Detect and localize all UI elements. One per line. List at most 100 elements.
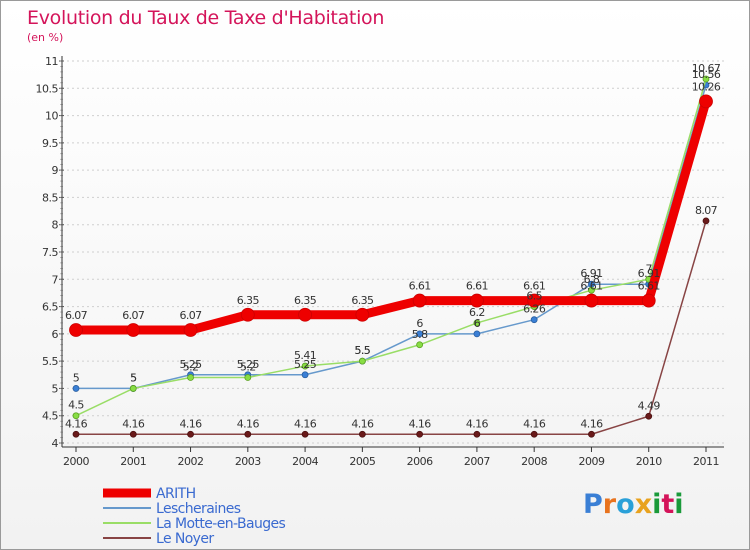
y-tick-label: 5.5 bbox=[42, 355, 58, 368]
data-label-0: 6.35 bbox=[294, 294, 317, 307]
data-point-0 bbox=[355, 307, 370, 322]
data-label-1: 5.5 bbox=[355, 344, 371, 357]
data-label-3: 4.16 bbox=[580, 417, 603, 430]
x-tick-label: 2005 bbox=[349, 455, 375, 468]
y-tick-label: 8 bbox=[52, 219, 59, 232]
data-point-0 bbox=[183, 323, 198, 337]
legend-label-1: Lescheraines bbox=[156, 501, 241, 517]
series-line-3 bbox=[75, 220, 707, 436]
data-label-1: 6.26 bbox=[523, 303, 546, 316]
data-label-0: 6.07 bbox=[179, 309, 202, 322]
data-label-2: 5 bbox=[130, 371, 137, 384]
data-label-1: 5.25 bbox=[237, 358, 260, 371]
data-label-2: 7 bbox=[646, 262, 653, 275]
data-point-0 bbox=[69, 323, 83, 337]
y-tick-label: 5 bbox=[52, 382, 59, 395]
data-point-0 bbox=[298, 307, 312, 322]
data-point-2 bbox=[358, 357, 366, 365]
data-label-2: 10.67 bbox=[692, 62, 721, 75]
brand-logo-letter: i bbox=[674, 489, 684, 520]
data-point-0 bbox=[584, 293, 599, 308]
brand-logo-letter: x bbox=[634, 489, 653, 520]
data-point-2 bbox=[473, 319, 481, 327]
x-tick-label: 2000 bbox=[63, 455, 89, 468]
y-tick-label: 11 bbox=[45, 55, 58, 68]
data-point-0 bbox=[527, 293, 542, 308]
data-label-3: 4.16 bbox=[523, 417, 546, 430]
data-point-2 bbox=[301, 362, 309, 370]
x-tick-label: 2001 bbox=[120, 455, 146, 468]
data-label-3: 4.16 bbox=[294, 417, 317, 430]
legend-label-2: La Motte-en-Bauges bbox=[156, 516, 286, 532]
data-label-0: 6.35 bbox=[237, 294, 260, 307]
data-label-3: 4.16 bbox=[65, 417, 88, 430]
x-tick-label: 2010 bbox=[636, 455, 662, 468]
data-label-2: 5.41 bbox=[294, 349, 316, 362]
data-point-3 bbox=[473, 430, 481, 438]
data-point-1 bbox=[530, 316, 538, 324]
data-point-3 bbox=[301, 430, 309, 438]
data-point-3 bbox=[530, 430, 538, 438]
data-point-2 bbox=[187, 374, 194, 381]
data-label-0: 6.35 bbox=[351, 294, 374, 307]
grid-layer bbox=[62, 60, 724, 444]
data-label-1: 5 bbox=[130, 371, 137, 384]
y-tick-label: 7 bbox=[52, 273, 59, 286]
y-tick-label: 9 bbox=[52, 164, 59, 177]
data-point-2 bbox=[588, 286, 595, 294]
data-label-1: 10.56 bbox=[692, 68, 721, 81]
data-point-0 bbox=[412, 293, 427, 308]
y-tick-label: 7.5 bbox=[42, 246, 58, 259]
data-label-1: 6 bbox=[416, 317, 423, 330]
legend-label-0: ARITH bbox=[156, 486, 196, 502]
y-tick-label: 4.5 bbox=[42, 410, 58, 423]
data-point-2 bbox=[129, 385, 137, 392]
y-tick-label: 6.5 bbox=[42, 301, 58, 314]
data-label-3: 4.16 bbox=[237, 417, 260, 430]
data-point-2 bbox=[416, 341, 424, 349]
data-label-2: 4.5 bbox=[68, 399, 84, 412]
brand-logo: Proxiti bbox=[583, 489, 684, 520]
data-label-1: 5.25 bbox=[179, 358, 202, 371]
data-label-0: 6.61 bbox=[580, 280, 602, 293]
y-tick-label: 10 bbox=[45, 110, 58, 123]
data-point-2 bbox=[244, 374, 252, 381]
data-label-2: 5.2 bbox=[240, 361, 256, 374]
data-label-1: 6 bbox=[474, 317, 481, 330]
data-label-2: 6.8 bbox=[584, 273, 600, 286]
y-tick-label: 8.5 bbox=[42, 191, 58, 204]
x-tick-label: 2007 bbox=[464, 455, 490, 468]
data-point-3 bbox=[416, 430, 424, 438]
series-line-0 bbox=[71, 96, 711, 335]
data-point-0 bbox=[699, 94, 713, 109]
data-label-0: 6.07 bbox=[122, 309, 145, 322]
data-label-2: 5.2 bbox=[183, 361, 199, 374]
legend-label-3: Le Noyer bbox=[156, 531, 214, 547]
data-point-0 bbox=[126, 323, 141, 337]
series-layer bbox=[69, 75, 713, 438]
y-tick-label: 10.5 bbox=[36, 82, 59, 95]
data-label-0: 10.26 bbox=[692, 80, 721, 93]
data-point-3 bbox=[187, 430, 194, 438]
data-point-2 bbox=[702, 75, 710, 83]
data-label-1: 5 bbox=[73, 371, 80, 384]
x-tick-label: 2006 bbox=[407, 455, 433, 468]
data-label-3: 4.16 bbox=[409, 417, 432, 430]
data-point-1 bbox=[72, 385, 80, 392]
data-point-3 bbox=[645, 412, 653, 420]
x-tick-label: 2011 bbox=[693, 455, 719, 468]
data-label-0: 6.07 bbox=[65, 309, 88, 322]
x-tick-label: 2009 bbox=[578, 455, 604, 468]
data-point-1 bbox=[416, 330, 424, 338]
data-label-3: 4.16 bbox=[466, 417, 489, 430]
data-label-3: 4.49 bbox=[638, 399, 661, 412]
data-label-3: 4.16 bbox=[122, 417, 145, 430]
brand-logo-letter: P bbox=[583, 489, 603, 520]
series-line-2 bbox=[75, 78, 707, 417]
data-label-2: 5.8 bbox=[412, 328, 428, 341]
chart-subtitle: (en %) bbox=[27, 31, 64, 44]
data-label-3: 4.16 bbox=[179, 417, 202, 430]
data-point-3 bbox=[129, 430, 137, 438]
brand-logo-letter: o bbox=[616, 489, 635, 520]
